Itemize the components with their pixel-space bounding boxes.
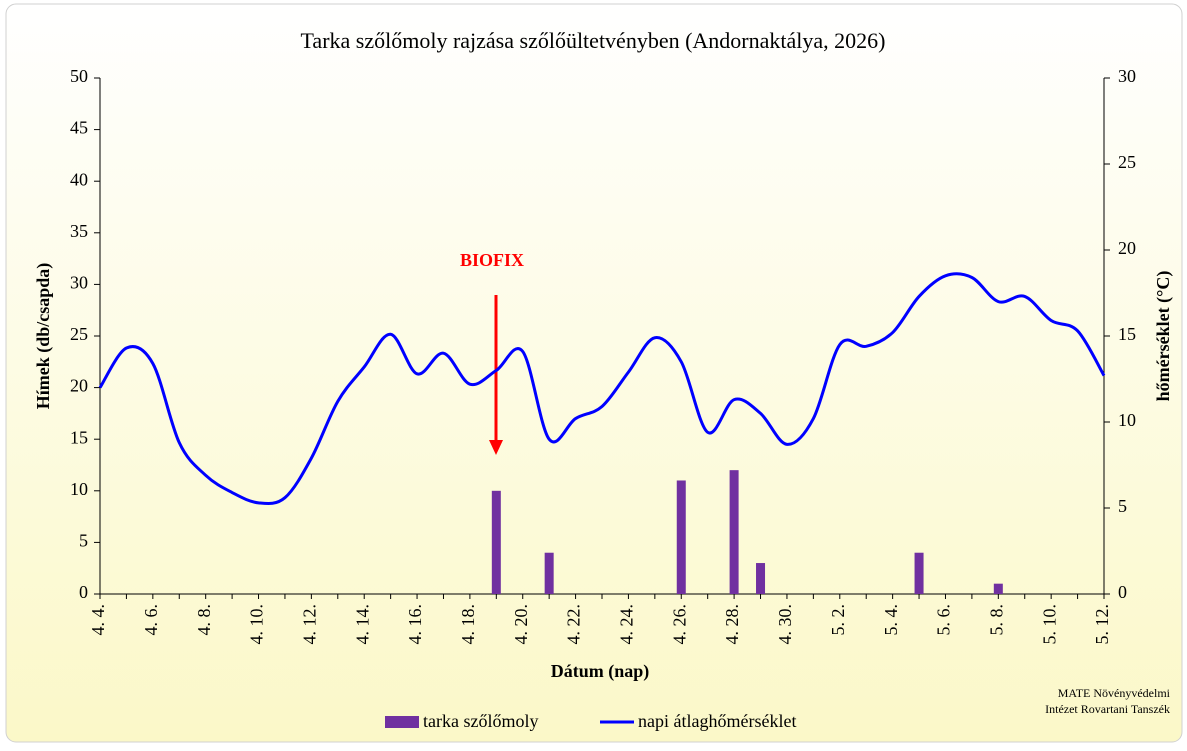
legend-swatch <box>385 716 419 728</box>
bar <box>491 490 501 594</box>
chart-background <box>5 3 1183 743</box>
chart-title: Tarka szőlőmoly rajzása szőlőültetvénybe… <box>301 28 886 53</box>
x-tick-label: 4. 12. <box>299 604 319 645</box>
x-tick-label: 4. 4. <box>88 604 108 636</box>
bar <box>729 470 739 594</box>
y-axis-label: Hímek (db/csapda) <box>33 263 54 410</box>
x-tick-label: 4. 26. <box>669 604 689 645</box>
x-tick-label: 4. 16. <box>405 604 425 645</box>
x-tick-label: 4. 28. <box>722 604 742 645</box>
y-tick-label: 10 <box>70 479 88 499</box>
y-tick-label: 5 <box>79 531 88 551</box>
bar <box>914 552 924 594</box>
x-tick-label: 5. 2. <box>828 604 848 636</box>
x-tick-label: 4. 24. <box>617 604 637 645</box>
x-tick-label: 4. 30. <box>775 604 795 645</box>
y2-tick-label: 20 <box>1118 238 1136 258</box>
annotation-arrow-head <box>489 440 503 455</box>
y2-tick-label: 30 <box>1118 66 1136 86</box>
y-tick-label: 15 <box>70 427 88 447</box>
bar <box>756 563 766 594</box>
y-tick-label: 45 <box>70 118 88 138</box>
y2-axis-label: hőmérséklet (°C) <box>1153 271 1174 402</box>
x-tick-label: 5. 6. <box>934 604 954 636</box>
y2-tick-label: 0 <box>1118 582 1127 602</box>
x-tick-label: 4. 18. <box>458 604 478 645</box>
legend-label: tarka szőlőmoly <box>423 711 538 731</box>
x-tick-label: 5. 10. <box>1039 604 1059 645</box>
y2-tick-label: 25 <box>1118 152 1136 172</box>
x-tick-label: 4. 20. <box>511 604 531 645</box>
y-tick-label: 20 <box>70 376 88 396</box>
annotation: BIOFIX <box>460 250 524 270</box>
x-tick-label: 4. 10. <box>247 604 267 645</box>
x-tick-label: 4. 6. <box>141 604 161 636</box>
x-tick-label: 4. 22. <box>564 604 584 645</box>
bar <box>993 583 1003 594</box>
y-tick-label: 30 <box>70 273 88 293</box>
x-tick-label: 5. 4. <box>881 604 901 636</box>
bar <box>676 480 686 594</box>
y-tick-label: 40 <box>70 169 88 189</box>
legend-label: napi átlaghőmérséklet <box>638 711 796 731</box>
credit: MATE Növényvédelmi <box>1058 686 1171 700</box>
y-tick-label: 50 <box>70 66 88 86</box>
bar <box>544 552 554 594</box>
y2-tick-label: 10 <box>1118 410 1136 430</box>
credit: Intézet Rovartani Tanszék <box>1045 702 1170 716</box>
y-tick-label: 25 <box>70 324 88 344</box>
line <box>98 272 1106 506</box>
y2-tick-label: 15 <box>1118 324 1136 344</box>
x-tick-label: 4. 14. <box>352 604 372 645</box>
y2-tick-label: 5 <box>1118 496 1127 516</box>
x-tick-label: 5. 8. <box>986 604 1006 636</box>
y-tick-label: 0 <box>79 582 88 602</box>
y-tick-label: 35 <box>70 221 88 241</box>
x-tick-label: 4. 8. <box>194 604 214 636</box>
x-axis-label: Dátum (nap) <box>551 661 650 682</box>
x-tick-label: 5. 12. <box>1092 604 1112 645</box>
